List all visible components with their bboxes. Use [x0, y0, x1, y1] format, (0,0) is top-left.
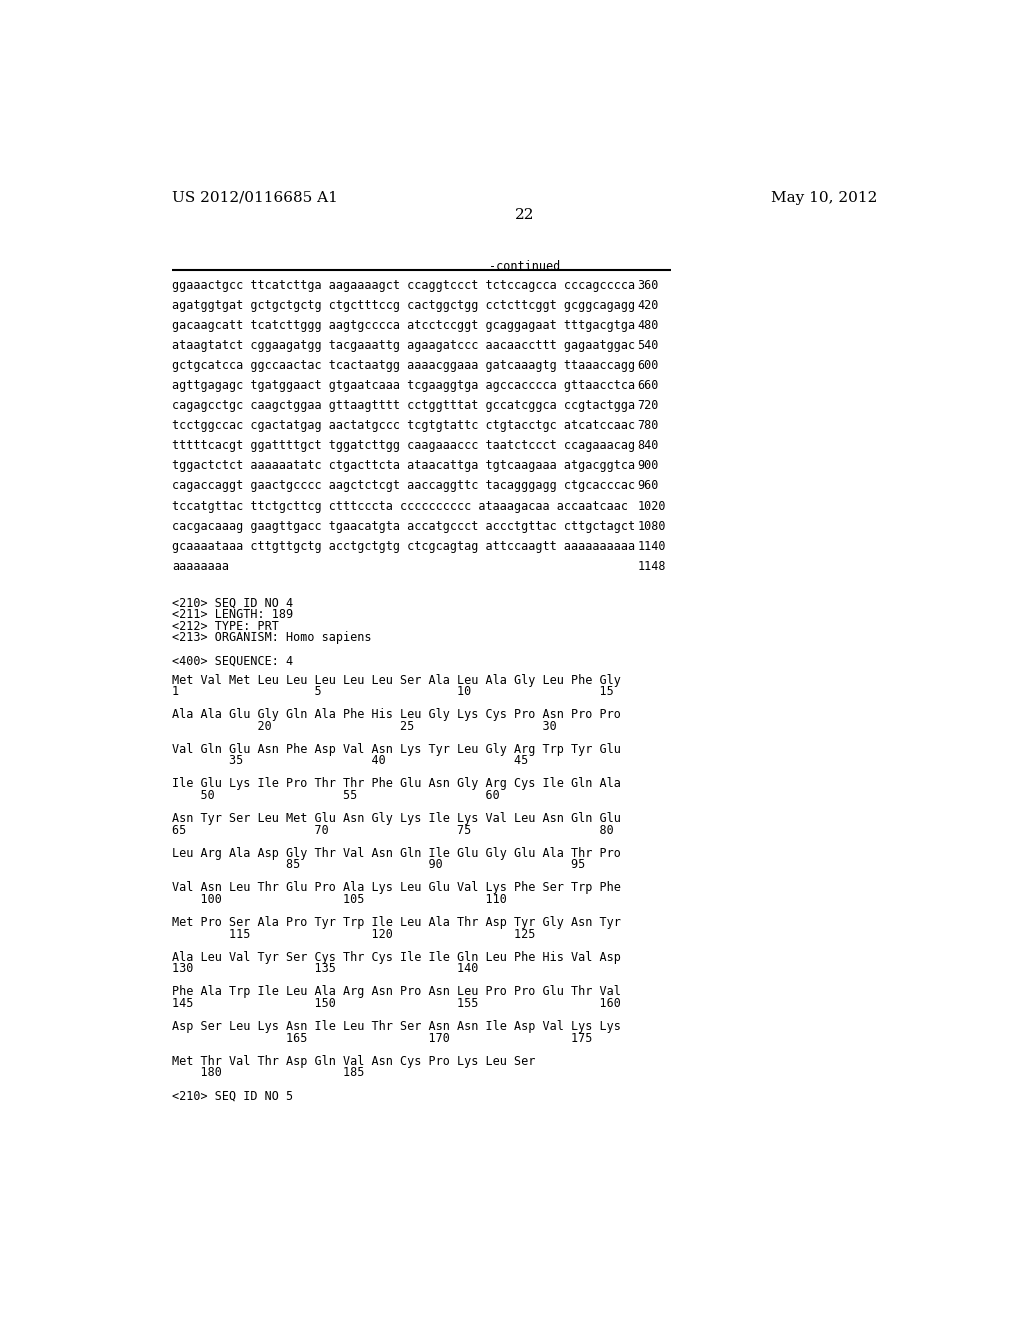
- Text: aaaaaaaa: aaaaaaaa: [172, 560, 229, 573]
- Text: agttgagagc tgatggaact gtgaatcaaa tcgaaggtga agccacccca gttaacctca: agttgagagc tgatggaact gtgaatcaaa tcgaagg…: [172, 379, 635, 392]
- Text: 360: 360: [637, 280, 658, 292]
- Text: 540: 540: [637, 339, 658, 352]
- Text: cacgacaaag gaagttgacc tgaacatgta accatgccct accctgttac cttgctagct: cacgacaaag gaagttgacc tgaacatgta accatgc…: [172, 520, 635, 532]
- Text: Phe Ala Trp Ile Leu Ala Arg Asn Pro Asn Leu Pro Pro Glu Thr Val: Phe Ala Trp Ile Leu Ala Arg Asn Pro Asn …: [172, 985, 621, 998]
- Text: Leu Arg Ala Asp Gly Thr Val Asn Gln Ile Glu Gly Glu Ala Thr Pro: Leu Arg Ala Asp Gly Thr Val Asn Gln Ile …: [172, 847, 621, 859]
- Text: 145                 150                 155                 160: 145 150 155 160: [172, 997, 621, 1010]
- Text: gacaagcatt tcatcttggg aagtgcccca atcctccggt gcaggagaat tttgacgtga: gacaagcatt tcatcttggg aagtgcccca atcctcc…: [172, 319, 635, 333]
- Text: 600: 600: [637, 359, 658, 372]
- Text: 35                  40                  45: 35 40 45: [172, 755, 528, 767]
- Text: tggactctct aaaaaatatc ctgacttcta ataacattga tgtcaagaaa atgacggtca: tggactctct aaaaaatatc ctgacttcta ataacat…: [172, 459, 635, 473]
- Text: tttttcacgt ggattttgct tggatcttgg caagaaaccc taatctccct ccagaaacag: tttttcacgt ggattttgct tggatcttgg caagaaa…: [172, 440, 635, 453]
- Text: 960: 960: [637, 479, 658, 492]
- Text: <210> SEQ ID NO 4: <210> SEQ ID NO 4: [172, 597, 293, 610]
- Text: 100                 105                 110: 100 105 110: [172, 892, 507, 906]
- Text: 420: 420: [637, 300, 658, 313]
- Text: <211> LENGTH: 189: <211> LENGTH: 189: [172, 609, 293, 622]
- Text: May 10, 2012: May 10, 2012: [771, 191, 878, 205]
- Text: gctgcatcca ggccaactac tcactaatgg aaaacggaaa gatcaaagtg ttaaaccagg: gctgcatcca ggccaactac tcactaatgg aaaacgg…: [172, 359, 635, 372]
- Text: 20                  25                  30: 20 25 30: [172, 719, 557, 733]
- Text: tcctggccac cgactatgag aactatgccc tcgtgtattc ctgtacctgc atcatccaac: tcctggccac cgactatgag aactatgccc tcgtgta…: [172, 420, 635, 433]
- Text: 1080: 1080: [637, 520, 666, 532]
- Text: <213> ORGANISM: Homo sapiens: <213> ORGANISM: Homo sapiens: [172, 631, 372, 644]
- Text: agatggtgat gctgctgctg ctgctttccg cactggctgg cctcttcggt gcggcagagg: agatggtgat gctgctgctg ctgctttccg cactggc…: [172, 300, 635, 313]
- Text: 1140: 1140: [637, 540, 666, 553]
- Text: 115                 120                 125: 115 120 125: [172, 928, 536, 941]
- Text: 720: 720: [637, 400, 658, 412]
- Text: <400> SEQUENCE: 4: <400> SEQUENCE: 4: [172, 655, 293, 668]
- Text: US 2012/0116685 A1: US 2012/0116685 A1: [172, 191, 338, 205]
- Text: 480: 480: [637, 319, 658, 333]
- Text: 85                  90                  95: 85 90 95: [172, 858, 586, 871]
- Text: Asn Tyr Ser Leu Met Glu Asn Gly Lys Ile Lys Val Leu Asn Gln Glu: Asn Tyr Ser Leu Met Glu Asn Gly Lys Ile …: [172, 812, 621, 825]
- Text: 1148: 1148: [637, 560, 666, 573]
- Text: Val Gln Glu Asn Phe Asp Val Asn Lys Tyr Leu Gly Arg Trp Tyr Glu: Val Gln Glu Asn Phe Asp Val Asn Lys Tyr …: [172, 743, 621, 756]
- Text: 165                 170                 175: 165 170 175: [172, 1032, 593, 1044]
- Text: Met Pro Ser Ala Pro Tyr Trp Ile Leu Ala Thr Asp Tyr Gly Asn Tyr: Met Pro Ser Ala Pro Tyr Trp Ile Leu Ala …: [172, 916, 621, 929]
- Text: Ala Ala Glu Gly Gln Ala Phe His Leu Gly Lys Cys Pro Asn Pro Pro: Ala Ala Glu Gly Gln Ala Phe His Leu Gly …: [172, 708, 621, 721]
- Text: 65                  70                  75                  80: 65 70 75 80: [172, 824, 614, 837]
- Text: 1                   5                   10                  15: 1 5 10 15: [172, 685, 614, 698]
- Text: Ile Glu Lys Ile Pro Thr Thr Phe Glu Asn Gly Arg Cys Ile Gln Ala: Ile Glu Lys Ile Pro Thr Thr Phe Glu Asn …: [172, 777, 621, 791]
- Text: Ala Leu Val Tyr Ser Cys Thr Cys Ile Ile Gln Leu Phe His Val Asp: Ala Leu Val Tyr Ser Cys Thr Cys Ile Ile …: [172, 950, 621, 964]
- Text: ggaaactgcc ttcatcttga aagaaaagct ccaggtccct tctccagcca cccagcccca: ggaaactgcc ttcatcttga aagaaaagct ccaggtc…: [172, 280, 635, 292]
- Text: Met Val Met Leu Leu Leu Leu Leu Ser Ala Leu Ala Gly Leu Phe Gly: Met Val Met Leu Leu Leu Leu Leu Ser Ala …: [172, 673, 621, 686]
- Text: -continued: -continued: [489, 260, 560, 273]
- Text: <212> TYPE: PRT: <212> TYPE: PRT: [172, 619, 280, 632]
- Text: Asp Ser Leu Lys Asn Ile Leu Thr Ser Asn Asn Ile Asp Val Lys Lys: Asp Ser Leu Lys Asn Ile Leu Thr Ser Asn …: [172, 1020, 621, 1034]
- Text: gcaaaataaa cttgttgctg acctgctgtg ctcgcagtag attccaagtt aaaaaaaaaa: gcaaaataaa cttgttgctg acctgctgtg ctcgcag…: [172, 540, 635, 553]
- Text: 900: 900: [637, 459, 658, 473]
- Text: 660: 660: [637, 379, 658, 392]
- Text: 180                 185: 180 185: [172, 1067, 365, 1080]
- Text: <210> SEQ ID NO 5: <210> SEQ ID NO 5: [172, 1089, 293, 1102]
- Text: cagagcctgc caagctggaa gttaagtttt cctggtttat gccatcggca ccgtactgga: cagagcctgc caagctggaa gttaagtttt cctggtt…: [172, 400, 635, 412]
- Text: cagaccaggt gaactgcccc aagctctcgt aaccaggttc tacagggagg ctgcacccac: cagaccaggt gaactgcccc aagctctcgt aaccagg…: [172, 479, 635, 492]
- Text: 840: 840: [637, 440, 658, 453]
- Text: 780: 780: [637, 420, 658, 433]
- Text: Met Thr Val Thr Asp Gln Val Asn Cys Pro Lys Leu Ser: Met Thr Val Thr Asp Gln Val Asn Cys Pro …: [172, 1055, 536, 1068]
- Text: Val Asn Leu Thr Glu Pro Ala Lys Leu Glu Val Lys Phe Ser Trp Phe: Val Asn Leu Thr Glu Pro Ala Lys Leu Glu …: [172, 882, 621, 895]
- Text: 50                  55                  60: 50 55 60: [172, 789, 500, 803]
- Text: 130                 135                 140: 130 135 140: [172, 962, 478, 975]
- Text: 22: 22: [515, 209, 535, 223]
- Text: ataagtatct cggaagatgg tacgaaattg agaagatccc aacaaccttt gagaatggac: ataagtatct cggaagatgg tacgaaattg agaagat…: [172, 339, 635, 352]
- Text: tccatgttac ttctgcttcg ctttcccta cccccccccc ataaagacaa accaatcaac: tccatgttac ttctgcttcg ctttcccta cccccccc…: [172, 499, 628, 512]
- Text: 1020: 1020: [637, 499, 666, 512]
